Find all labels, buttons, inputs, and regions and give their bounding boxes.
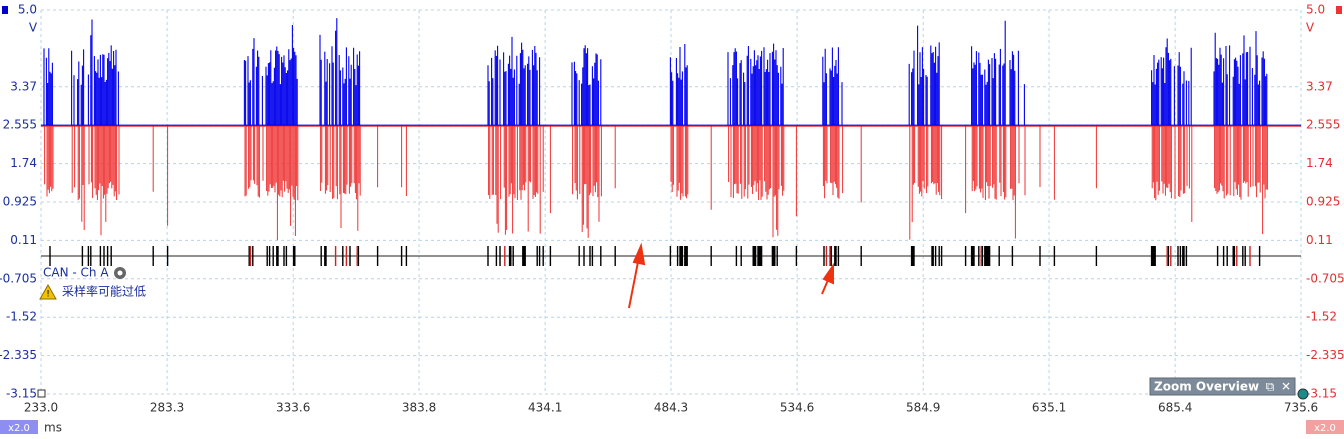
- close-button[interactable]: ✕: [1281, 380, 1291, 394]
- x-tick: 233.0: [24, 401, 58, 415]
- y-left-tick: -0.705: [0, 271, 37, 285]
- y-right-tick: 3.37: [1306, 79, 1333, 93]
- y-left-tick: -1.52: [6, 310, 37, 324]
- x-tick: 333.6: [276, 401, 310, 415]
- ch-a-marker: [2, 6, 8, 14]
- zoom-overview[interactable]: Zoom Overview ⧉ ✕: [1149, 377, 1296, 396]
- ruler-handle[interactable]: [1297, 388, 1309, 400]
- ruler-handle-left[interactable]: [37, 389, 46, 398]
- zoom-left: x2.0: [8, 423, 30, 434]
- x-tick: 584.9: [906, 401, 940, 415]
- x-tick: 735.6: [1284, 401, 1318, 415]
- ch-b-marker: [1336, 6, 1342, 14]
- x-tick: 434.1: [528, 401, 562, 415]
- zoom-right: x2.0: [1314, 423, 1336, 434]
- y-left-tick: 3.37: [10, 79, 37, 93]
- arrows: [628, 242, 834, 309]
- y-right-tick: 2.555: [1306, 118, 1340, 132]
- x-tick: 484.3: [654, 401, 688, 415]
- channel-a-trace: [41, 18, 1301, 126]
- y-left-tick: 2.555: [3, 118, 37, 132]
- y-left-tick: -3.15: [6, 387, 37, 401]
- y-right-tick: -0.705: [1306, 271, 1344, 285]
- y-left-tick: 5.0: [18, 3, 37, 17]
- channel-b-trace: [41, 125, 1301, 241]
- x-unit: ms: [44, 421, 62, 435]
- x-tick: 685.4: [1158, 401, 1192, 415]
- settings-icon[interactable]: [114, 267, 126, 279]
- zoom-right-box[interactable]: [1306, 420, 1344, 434]
- y-left-tick: 0.925: [3, 195, 37, 209]
- svg-text:!: !: [46, 290, 50, 300]
- y-right-tick: 1.74: [1306, 156, 1333, 170]
- decode-packets: [49, 246, 1261, 266]
- x-tick: 635.1: [1032, 401, 1066, 415]
- decode-errors: [249, 246, 1251, 266]
- restore-button[interactable]: ⧉: [1266, 380, 1275, 394]
- y-right-tick: -3.15: [1306, 387, 1337, 401]
- x-tick: 534.6: [780, 401, 814, 415]
- warning-icon: !: [39, 283, 57, 300]
- y-left-tick: -2.335: [0, 348, 37, 362]
- y-right-tick: -2.335: [1306, 348, 1344, 362]
- zoom-overview-title: Zoom Overview: [1154, 380, 1259, 394]
- y-left-unit: V: [29, 21, 38, 35]
- y-right-tick: 0.11: [1306, 233, 1333, 247]
- y-right-tick: 5.0: [1306, 3, 1325, 17]
- zoom-left-box[interactable]: [0, 420, 38, 434]
- x-tick: 283.3: [150, 401, 184, 415]
- channel-label[interactable]: CAN - Ch A: [43, 266, 109, 280]
- y-right-tick: 0.925: [1306, 195, 1340, 209]
- y-right-unit: V: [1306, 21, 1315, 35]
- y-left-tick: 1.74: [10, 156, 37, 170]
- y-right-tick: -1.52: [1306, 310, 1337, 324]
- y-left-tick: 0.11: [10, 233, 37, 247]
- warning-text: 采样率可能过低: [62, 284, 146, 299]
- x-tick: 383.8: [402, 401, 436, 415]
